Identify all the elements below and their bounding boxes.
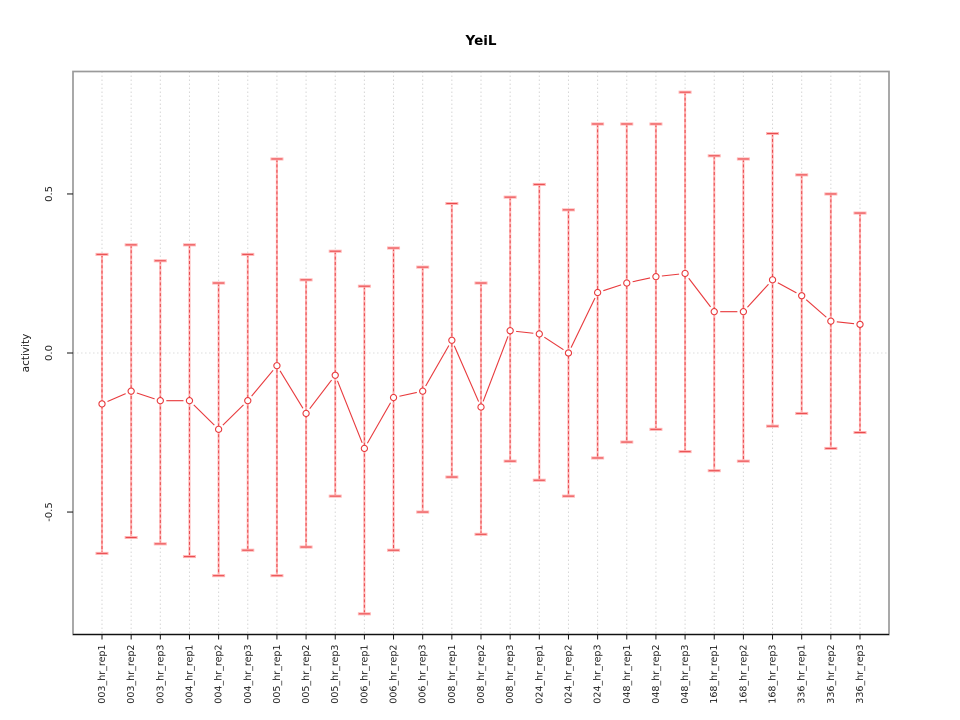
data-point — [244, 397, 252, 405]
data-point — [623, 279, 631, 287]
x-tick-label: 048_hr_rep1 — [622, 645, 633, 704]
data-point — [185, 397, 194, 405]
data-point — [506, 327, 514, 335]
series-line-segment — [603, 284, 622, 292]
series-line-segment — [453, 345, 480, 402]
data-point — [856, 320, 864, 329]
data-point — [214, 425, 223, 433]
series-line-segment — [661, 273, 680, 277]
x-tick-label: 336_hr_rep3 — [855, 645, 866, 704]
y-tick-label: 0.5 — [44, 186, 55, 202]
data-point — [710, 307, 718, 316]
series-line-segment — [805, 299, 827, 318]
x-tick-label: 008_hr_rep3 — [505, 645, 516, 704]
series-line-segment — [222, 404, 244, 426]
series-line-segment — [836, 321, 855, 325]
x-tick-label: 005_hr_rep1 — [272, 645, 283, 704]
data-point — [156, 397, 164, 405]
series-line-segment — [425, 345, 450, 387]
data-point — [768, 276, 777, 284]
y-tick-label: 0.0 — [44, 345, 55, 361]
series-line-segment — [688, 277, 712, 308]
x-tick-label: 008_hr_rep2 — [476, 645, 487, 704]
data-point — [564, 349, 573, 357]
x-tick-label: 024_hr_rep1 — [534, 645, 545, 704]
series-line-segment — [399, 391, 417, 397]
chart-title: YeiL — [465, 33, 497, 49]
data-point — [360, 444, 369, 453]
data-point — [419, 387, 427, 395]
data-point — [652, 273, 660, 281]
data-point — [681, 269, 689, 278]
x-tick-label: 005_hr_rep2 — [301, 645, 312, 704]
series-line-segment — [193, 404, 215, 426]
x-tick-label: 008_hr_rep1 — [447, 645, 458, 704]
series-line-segment — [570, 297, 596, 348]
data-point — [535, 330, 543, 338]
data-point — [98, 400, 106, 408]
x-tick-label: 003_hr_rep3 — [155, 645, 166, 704]
data-point — [827, 317, 835, 325]
series-line-segment — [279, 370, 304, 409]
x-tick-label: 004_hr_rep2 — [214, 645, 225, 704]
x-tick-label: 336_hr_rep2 — [826, 645, 837, 704]
data-point — [331, 371, 339, 379]
series-line-segment — [747, 283, 769, 308]
x-tick-label: 003_hr_rep1 — [97, 645, 108, 704]
series-line-segment — [309, 379, 333, 410]
x-tick-label: 168_hr_rep2 — [738, 645, 749, 704]
x-tick-label: 006_hr_rep2 — [389, 645, 400, 704]
data-point — [593, 288, 602, 297]
data-point — [302, 409, 310, 418]
series-line-segment — [336, 380, 363, 444]
x-tick-label: 024_hr_rep3 — [593, 645, 604, 704]
x-tick-label: 048_hr_rep2 — [651, 645, 662, 704]
x-tick-label: 006_hr_rep3 — [418, 645, 429, 704]
series-line-segment — [632, 277, 651, 283]
series-line-segment — [777, 282, 797, 294]
x-tick-label: 005_hr_rep3 — [330, 645, 341, 704]
data-point — [739, 307, 748, 316]
data-point — [127, 387, 135, 395]
x-tick-label: 048_hr_rep3 — [680, 645, 691, 704]
x-tick-label: 336_hr_rep1 — [797, 645, 808, 704]
series-line-segment — [251, 369, 274, 397]
data-point — [448, 336, 456, 344]
series-line-segment — [107, 393, 126, 402]
data-point — [273, 362, 281, 370]
data-point — [477, 403, 485, 411]
x-tick-label: 024_hr_rep2 — [563, 645, 574, 704]
x-tick-label: 004_hr_rep3 — [243, 645, 254, 704]
series-line-segment — [482, 336, 509, 402]
x-tick-label: 004_hr_rep1 — [184, 645, 195, 704]
data-point — [389, 393, 398, 402]
series-line-segment — [544, 336, 564, 351]
x-tick-label: 168_hr_rep3 — [768, 645, 779, 704]
series-line-segment — [136, 392, 155, 400]
x-tick-label: 168_hr_rep1 — [709, 645, 720, 704]
x-tick-label: 003_hr_rep2 — [126, 645, 137, 704]
data-point — [798, 292, 806, 300]
y-tick-label: -0.5 — [44, 502, 55, 522]
series-line-segment — [516, 330, 534, 334]
series-line-segment — [366, 402, 392, 444]
x-tick-label: 006_hr_rep1 — [359, 645, 370, 704]
